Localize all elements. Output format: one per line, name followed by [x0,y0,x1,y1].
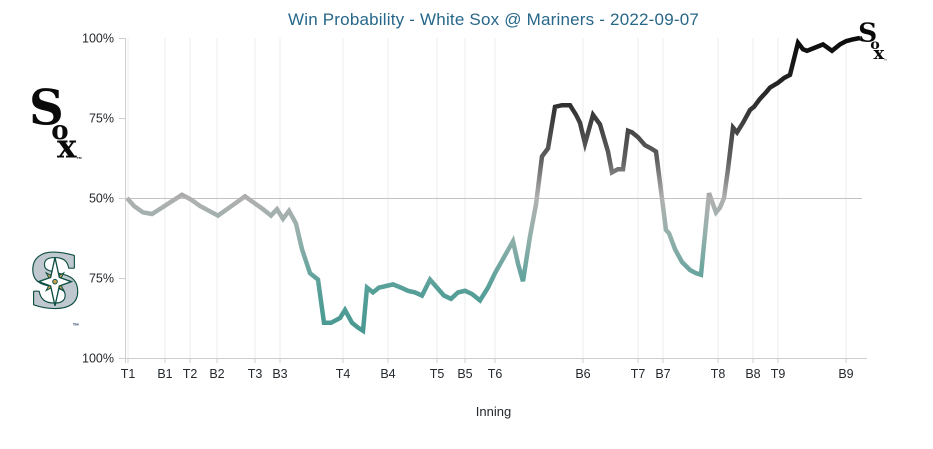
x-tick-label: B1 [157,367,172,381]
sox-letter-s: S [858,19,877,48]
x-tick-label: B9 [838,367,853,381]
x-tick-label: B7 [655,367,670,381]
x-tick-label: B3 [272,367,287,381]
y-tick-label: 50% [89,192,114,206]
x-axis-title: Inning [475,404,512,419]
x-tick-label: T3 [248,367,263,381]
mariners-letter-s: S [28,241,81,325]
trademark-symbol: ™ [72,323,79,330]
x-tick-label: T2 [183,367,198,381]
x-tick-label: T5 [430,367,445,381]
x-tick-label: T9 [771,367,786,381]
x-tick-label: B4 [380,367,395,381]
x-tick-label: T6 [488,367,503,381]
x-tick-label: T7 [631,367,646,381]
chart-title: Win Probability - White Sox @ Mariners -… [287,10,700,29]
sox-letter-o: o [51,116,68,146]
y-tick-label: 100% [82,32,114,46]
sox-letter-x: x [873,43,884,64]
sox-letter-s: S [29,84,64,137]
trademark-symbol: ™ [884,58,887,62]
x-tick-label: B8 [745,367,760,381]
sox-letter-o: o [870,37,880,53]
y-tick-label: 75% [89,112,114,126]
x-tick-label: B5 [457,367,472,381]
mariners-logo-icon: S ™ [27,241,82,330]
white-sox-end-marker-icon: S o x ™ [858,19,887,64]
x-tick-label: B2 [209,367,224,381]
x-tick-label: T4 [336,367,351,381]
win-probability-line [125,35,861,335]
y-tick-label: 100% [82,352,114,366]
x-tick-label: T8 [711,367,726,381]
sox-letter-x: x [57,126,77,165]
white-sox-logo-icon: S o x ™ [29,84,82,165]
x-tick-label: B6 [575,367,590,381]
compass-rose-icon [36,257,74,306]
trademark-symbol: ™ [76,157,82,163]
y-tick-label: 75% [89,272,114,286]
x-tick-label: T1 [121,367,136,381]
